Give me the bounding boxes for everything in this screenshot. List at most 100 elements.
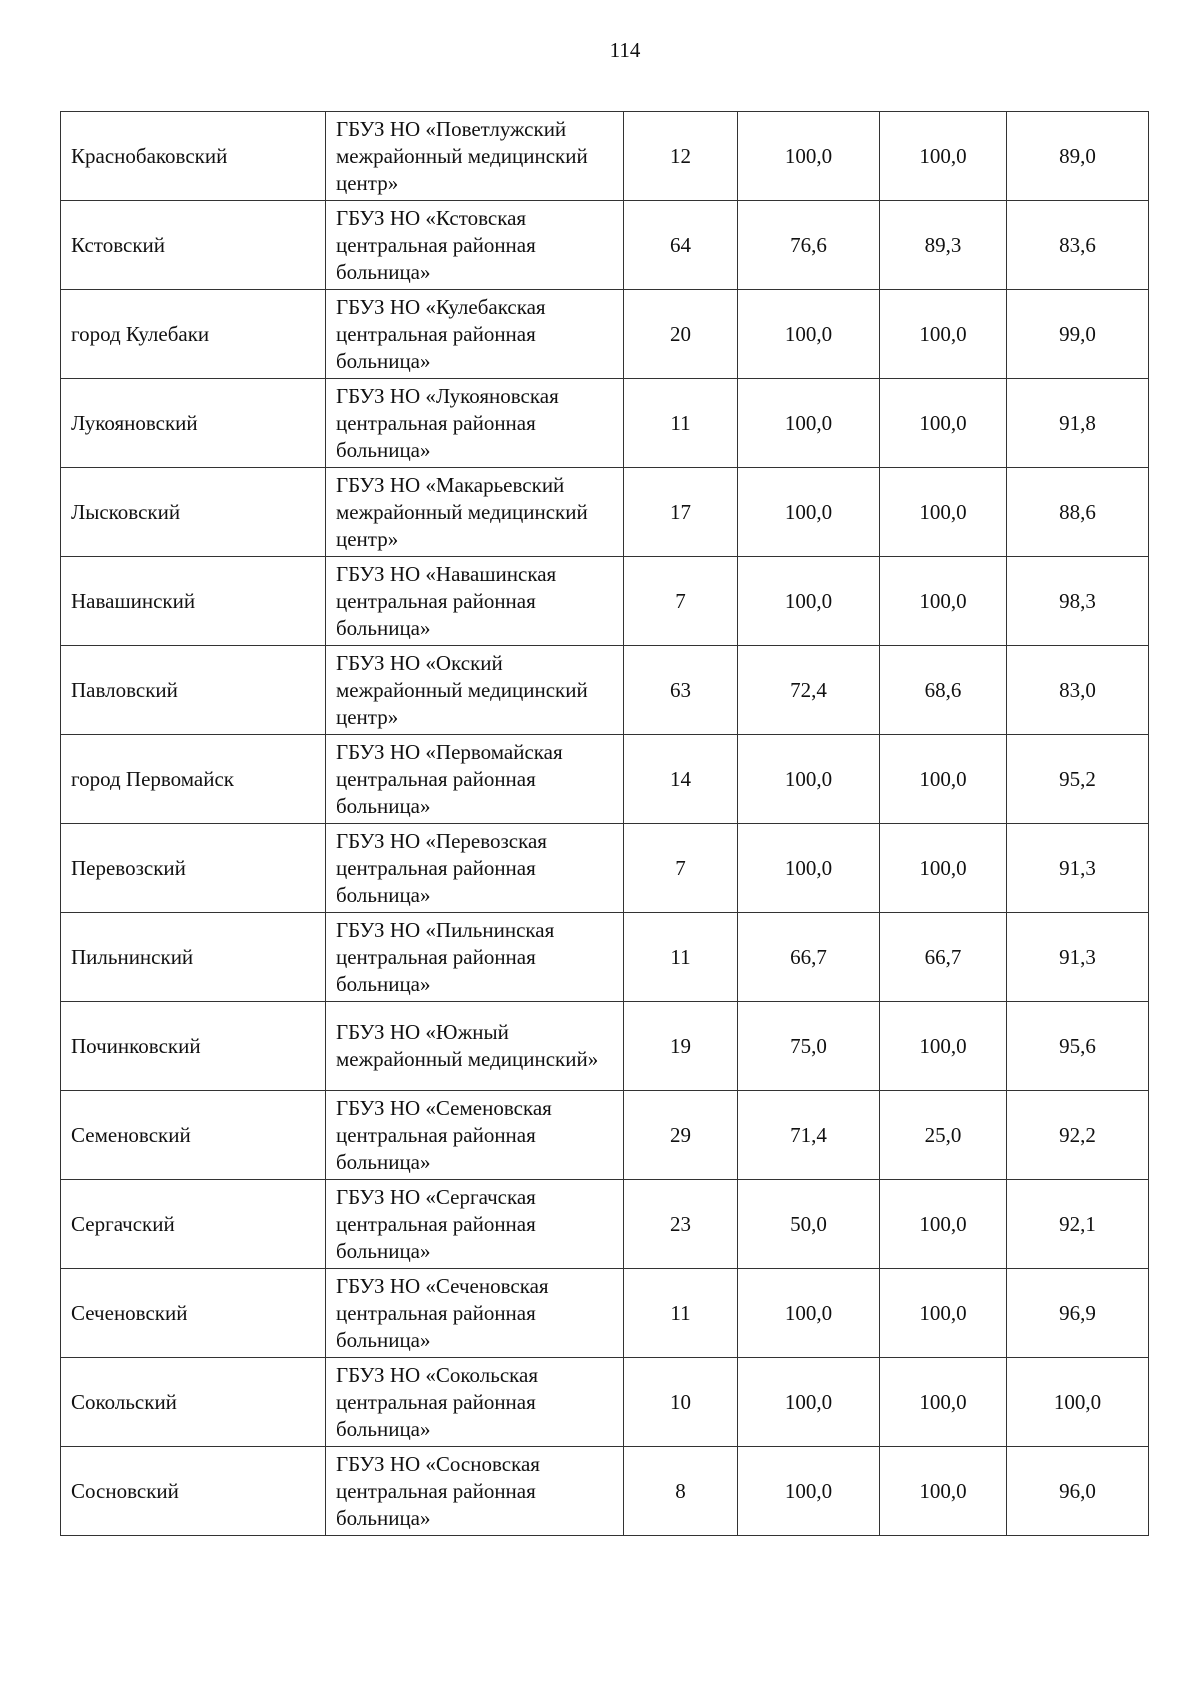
organization-cell: ГБУЗ НО «Кулебакская центральная районна… (325, 289, 624, 379)
data-table: Краснобаковский ГБУЗ НО «Поветлужский меж… (60, 111, 1149, 1536)
page-number: 114 (609, 38, 641, 62)
value-2-cell: 100,0 (879, 556, 1007, 646)
value-3-cell: 92,2 (1006, 1090, 1149, 1180)
district-cell: город Первомайск (60, 734, 326, 824)
organization-cell: ГБУЗ НО «Сергачская центральная районная… (325, 1179, 624, 1269)
count-cell: 29 (623, 1090, 738, 1180)
value-3-cell: 92,1 (1006, 1179, 1149, 1269)
table-row: Павловский ГБУЗ НО «Окский межрайонный ме… (60, 645, 1149, 735)
value-3-cell: 95,2 (1006, 734, 1149, 824)
organization-cell: ГБУЗ НО «Навашинская центральная районна… (325, 556, 624, 646)
value-3-cell: 100,0 (1006, 1357, 1149, 1447)
value-3-cell: 98,3 (1006, 556, 1149, 646)
organization-cell: ГБУЗ НО «Окский межрайонный медицинский … (325, 645, 624, 735)
value-2-cell: 100,0 (879, 1179, 1007, 1269)
organization-cell: ГБУЗ НО «Перевозская центральная районна… (325, 823, 624, 913)
value-3-cell: 88,6 (1006, 467, 1149, 557)
value-1-cell: 100,0 (737, 467, 880, 557)
value-3-cell: 83,0 (1006, 645, 1149, 735)
count-cell: 12 (623, 111, 738, 201)
table-row: Кстовский ГБУЗ НО «Кстовская центральная … (60, 200, 1149, 290)
value-1-cell: 100,0 (737, 556, 880, 646)
district-cell: город Кулебаки (60, 289, 326, 379)
count-cell: 11 (623, 378, 738, 468)
value-3-cell: 96,9 (1006, 1268, 1149, 1358)
district-cell: Краснобаковский (60, 111, 326, 201)
table-row: Перевозский ГБУЗ НО «Перевозская централь… (60, 823, 1149, 913)
organization-cell: ГБУЗ НО «Поветлужский межрайонный медици… (325, 111, 624, 201)
value-3-cell: 91,3 (1006, 823, 1149, 913)
table-row: Краснобаковский ГБУЗ НО «Поветлужский меж… (60, 111, 1149, 201)
district-cell: Сеченовский (60, 1268, 326, 1358)
table-row: Сосновский ГБУЗ НО «Сосновская центральна… (60, 1446, 1149, 1536)
organization-cell: ГБУЗ НО «Сосновская центральная районная… (325, 1446, 624, 1536)
value-1-cell: 100,0 (737, 1446, 880, 1536)
value-3-cell: 99,0 (1006, 289, 1149, 379)
value-2-cell: 25,0 (879, 1090, 1007, 1180)
organization-cell: ГБУЗ НО «Сеченовская центральная районна… (325, 1268, 624, 1358)
value-2-cell: 68,6 (879, 645, 1007, 735)
count-cell: 23 (623, 1179, 738, 1269)
count-cell: 64 (623, 200, 738, 290)
district-cell: Кстовский (60, 200, 326, 290)
organization-cell: ГБУЗ НО «Пильнинская центральная районна… (325, 912, 624, 1002)
organization-cell: ГБУЗ НО «Сокольская центральная районная… (325, 1357, 624, 1447)
value-2-cell: 100,0 (879, 1001, 1007, 1091)
value-3-cell: 96,0 (1006, 1446, 1149, 1536)
value-1-cell: 100,0 (737, 823, 880, 913)
organization-cell: ГБУЗ НО «Южный межрайонный медицинский» (325, 1001, 624, 1091)
value-1-cell: 100,0 (737, 378, 880, 468)
table-row: Пильнинский ГБУЗ НО «Пильнинская централь… (60, 912, 1149, 1002)
value-2-cell: 100,0 (879, 734, 1007, 824)
count-cell: 8 (623, 1446, 738, 1536)
district-cell: Сосновский (60, 1446, 326, 1536)
value-2-cell: 66,7 (879, 912, 1007, 1002)
table-row: Лысковский ГБУЗ НО «Макарьевский межрайон… (60, 467, 1149, 557)
value-3-cell: 95,6 (1006, 1001, 1149, 1091)
value-2-cell: 100,0 (879, 823, 1007, 913)
value-2-cell: 100,0 (879, 378, 1007, 468)
value-1-cell: 72,4 (737, 645, 880, 735)
value-2-cell: 100,0 (879, 289, 1007, 379)
district-cell: Лысковский (60, 467, 326, 557)
table-row: Сеченовский ГБУЗ НО «Сеченовская централь… (60, 1268, 1149, 1358)
count-cell: 7 (623, 556, 738, 646)
district-cell: Лукояновский (60, 378, 326, 468)
value-1-cell: 100,0 (737, 734, 880, 824)
value-1-cell: 75,0 (737, 1001, 880, 1091)
organization-cell: ГБУЗ НО «Кстовская центральная районная … (325, 200, 624, 290)
organization-cell: ГБУЗ НО «Семеновская центральная районна… (325, 1090, 624, 1180)
value-1-cell: 76,6 (737, 200, 880, 290)
organization-cell: ГБУЗ НО «Первомайская центральная районн… (325, 734, 624, 824)
table-row: город Кулебаки ГБУЗ НО «Кулебакская центр… (60, 289, 1149, 379)
count-cell: 63 (623, 645, 738, 735)
value-1-cell: 50,0 (737, 1179, 880, 1269)
table-row: город Первомайск ГБУЗ НО «Первомайская це… (60, 734, 1149, 824)
table-row: Сергачский ГБУЗ НО «Сергачская центральна… (60, 1179, 1149, 1269)
table-row: Починковский ГБУЗ НО «Южный межрайонный м… (60, 1001, 1149, 1091)
value-2-cell: 100,0 (879, 1446, 1007, 1536)
value-3-cell: 91,3 (1006, 912, 1149, 1002)
district-cell: Сокольский (60, 1357, 326, 1447)
district-cell: Семеновский (60, 1090, 326, 1180)
count-cell: 20 (623, 289, 738, 379)
value-2-cell: 100,0 (879, 467, 1007, 557)
district-cell: Павловский (60, 645, 326, 735)
value-2-cell: 100,0 (879, 1357, 1007, 1447)
district-cell: Навашинский (60, 556, 326, 646)
organization-cell: ГБУЗ НО «Лукояновская центральная районн… (325, 378, 624, 468)
value-2-cell: 89,3 (879, 200, 1007, 290)
district-cell: Перевозский (60, 823, 326, 913)
value-1-cell: 100,0 (737, 1357, 880, 1447)
value-1-cell: 71,4 (737, 1090, 880, 1180)
count-cell: 10 (623, 1357, 738, 1447)
count-cell: 19 (623, 1001, 738, 1091)
table-row: Семеновский ГБУЗ НО «Семеновская централь… (60, 1090, 1149, 1180)
value-3-cell: 89,0 (1006, 111, 1149, 201)
table-row: Лукояновский ГБУЗ НО «Лукояновская центра… (60, 378, 1149, 468)
count-cell: 7 (623, 823, 738, 913)
value-1-cell: 100,0 (737, 1268, 880, 1358)
district-cell: Пильнинский (60, 912, 326, 1002)
organization-cell: ГБУЗ НО «Макарьевский межрайонный медици… (325, 467, 624, 557)
value-3-cell: 83,6 (1006, 200, 1149, 290)
